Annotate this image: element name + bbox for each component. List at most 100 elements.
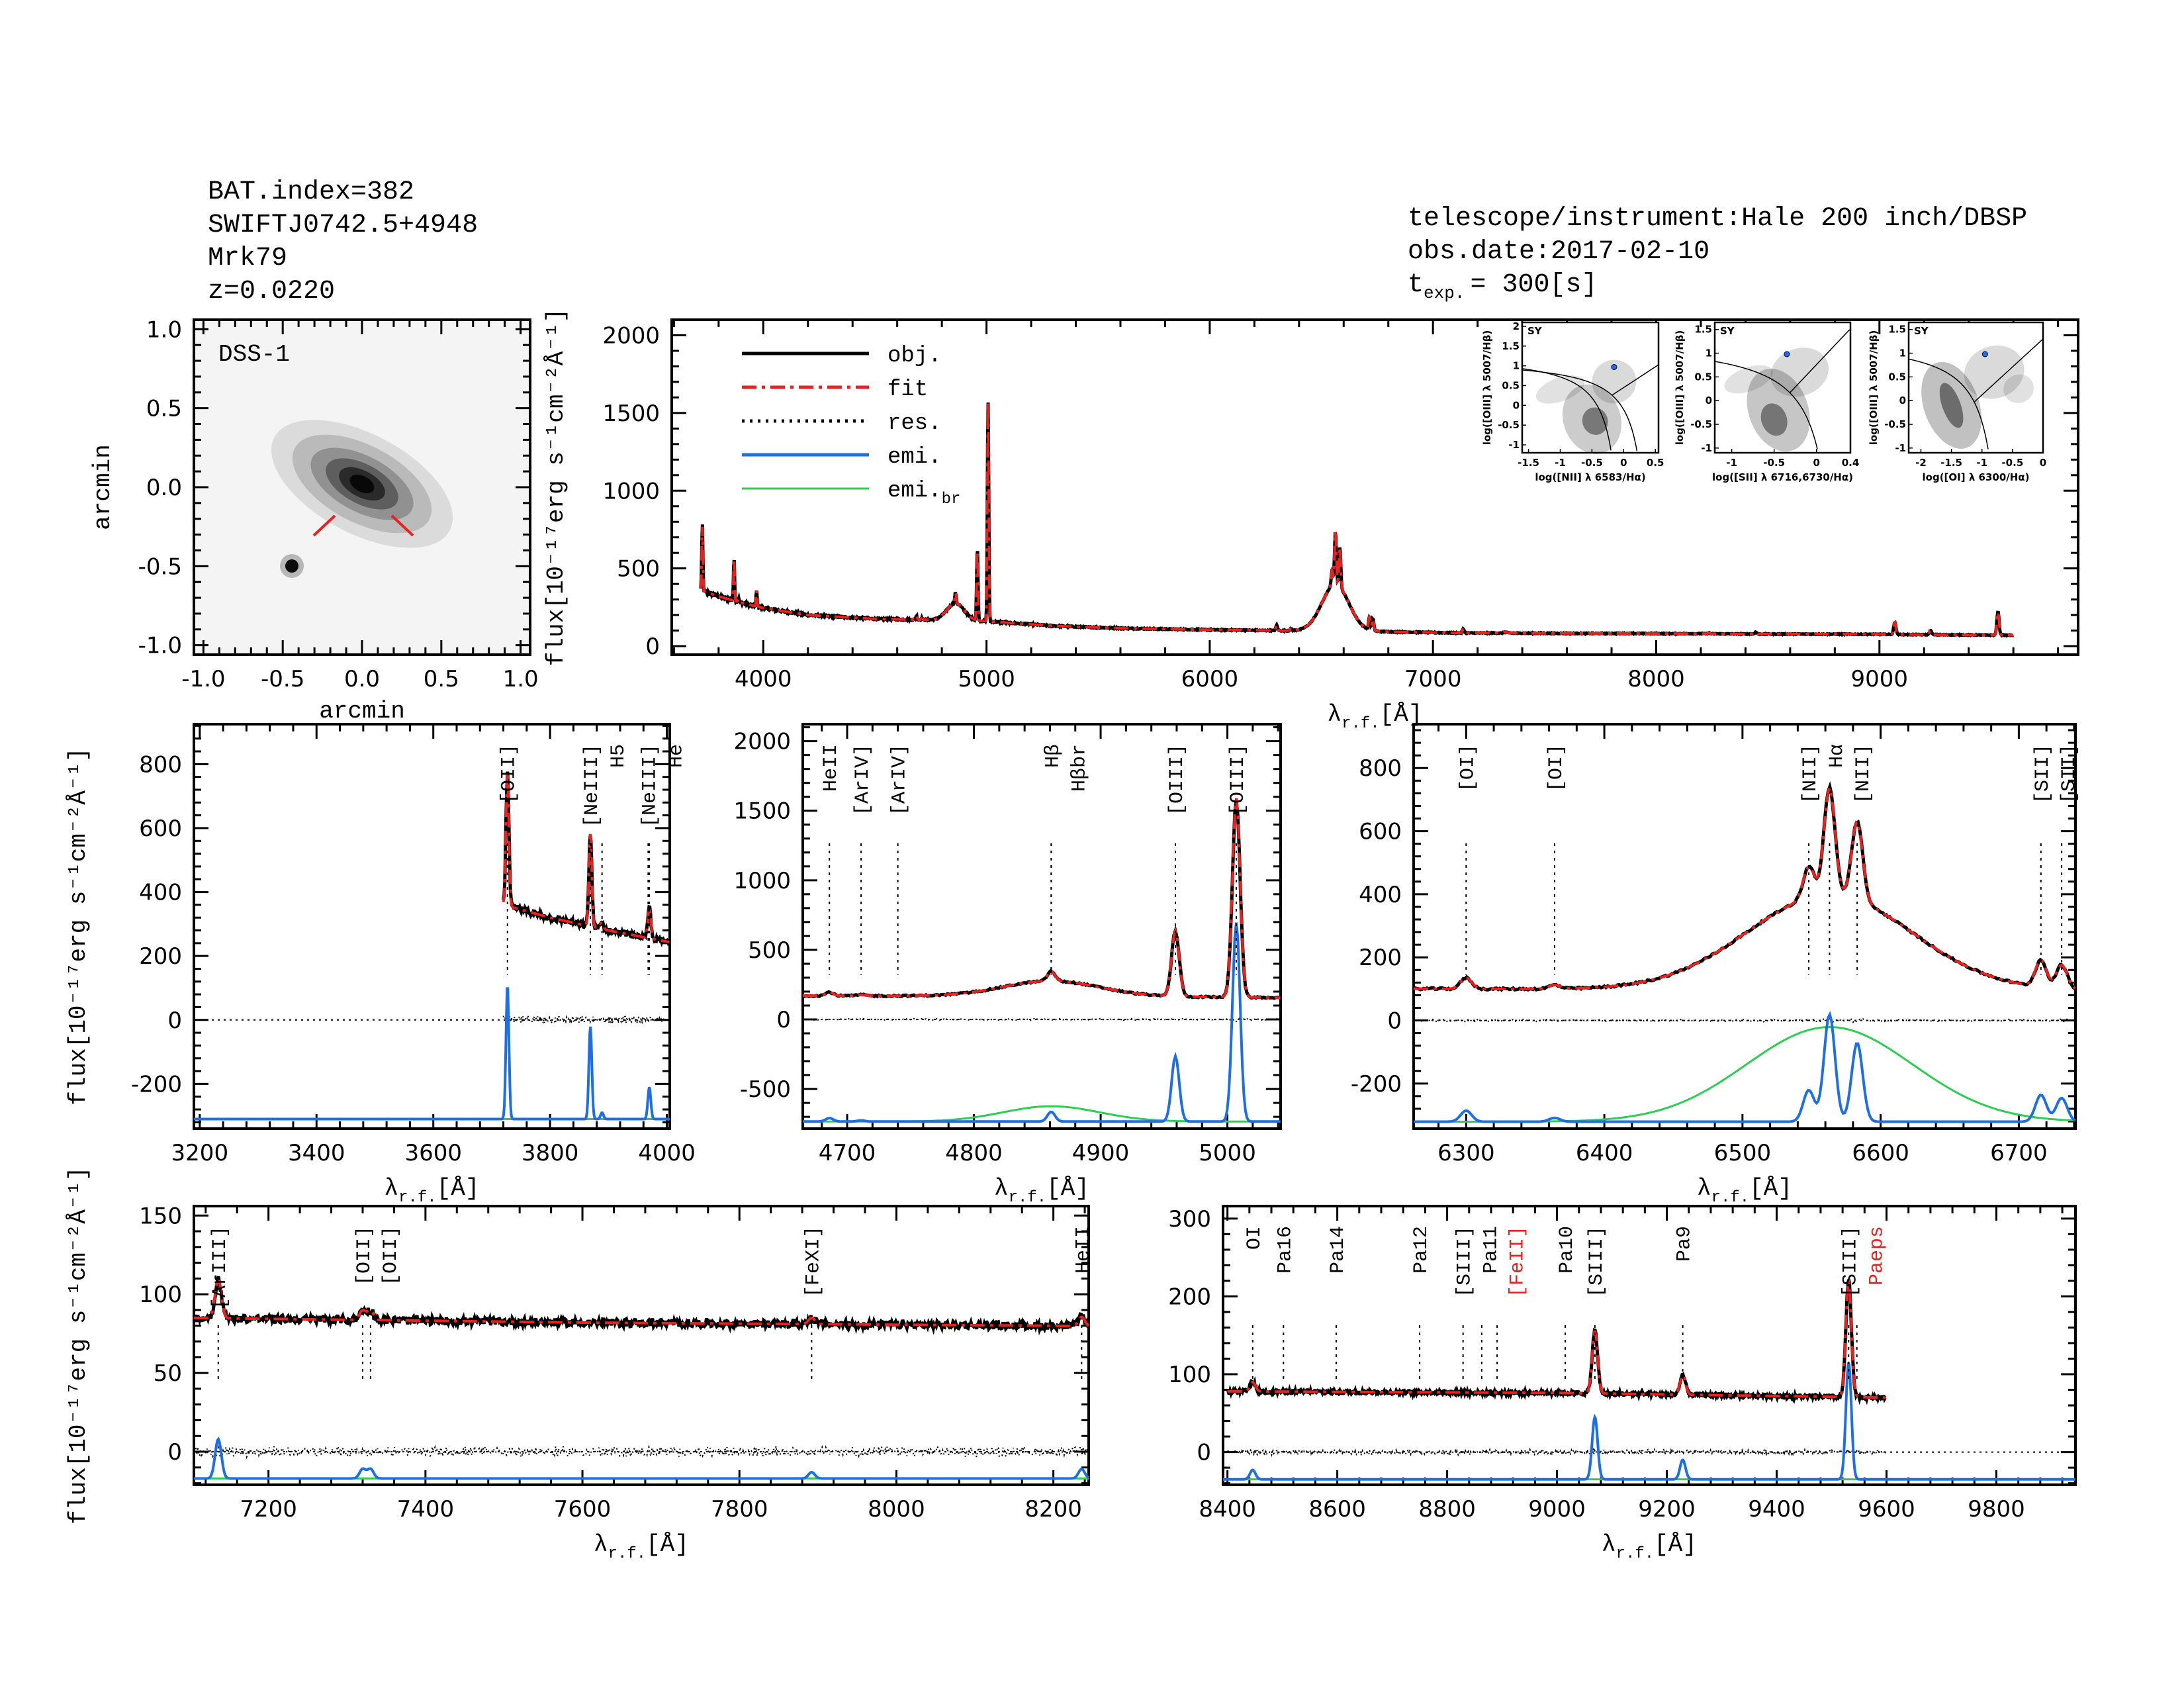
lambda-subscript: r.f.: [608, 1545, 647, 1563]
y-tick-label: 0: [776, 1007, 791, 1033]
observation-date: obs.date:2017-02-10: [1408, 237, 1709, 267]
y-tick-label: -500: [740, 1076, 791, 1103]
lambda-subscript: r.f.: [1711, 1189, 1750, 1207]
x-tick-label: 0.4: [1842, 457, 1860, 469]
bpt-y-label: log([OIII] λ 5007/Hβ): [1481, 330, 1493, 445]
x-tick-label: 6400: [1576, 1140, 1633, 1166]
x-tick-label: 6700: [1990, 1140, 2048, 1166]
line-label: [SII]: [2032, 744, 2054, 804]
y-tick-label: 400: [1359, 882, 1402, 908]
x-tick-label: 6000: [1181, 666, 1239, 692]
bpt-y-label: log([OIII] λ 5007/Hβ): [1674, 330, 1686, 445]
y-tick-label: 0: [167, 1008, 182, 1034]
lambda-unit: [Å]: [1749, 1175, 1792, 1202]
residual-series: [193, 1444, 1089, 1460]
y-tick-label: 800: [1359, 755, 1402, 782]
y-tick-label: 500: [617, 556, 660, 583]
line-label: HeII: [820, 744, 842, 792]
bpt-point: [1784, 351, 1790, 357]
y-tick-label: 1000: [733, 868, 791, 894]
y-tick-label: 0.5: [1694, 371, 1712, 383]
y-tick-label: -200: [1351, 1071, 1402, 1098]
lambda-unit: [Å]: [1654, 1531, 1697, 1558]
lambda-symbol: λ: [994, 1175, 1009, 1202]
x-tick-label: 9400: [1748, 1496, 1805, 1523]
y-tick-label: -200: [131, 1071, 182, 1098]
fit-series: [1414, 784, 2076, 990]
x-tick-label: 9600: [1858, 1496, 1915, 1523]
y-tick-label: 0: [1387, 1008, 1402, 1035]
bpt-x-label: log([NII] λ 6583/Hα): [1535, 471, 1645, 483]
density-contour: [1724, 365, 1773, 394]
line-label: [OII]: [353, 1226, 376, 1286]
y-axis-label: flux[10⁻¹⁷erg s⁻¹cm⁻²Å⁻¹]: [65, 1166, 92, 1524]
density-contour: [1939, 383, 1964, 428]
swift-name: SWIFTJ0742.5+4948: [208, 211, 478, 240]
y-tick-label: 1.5: [1502, 340, 1520, 352]
lambda-subscript: r.f.: [1616, 1545, 1655, 1563]
emission-series: [1223, 1362, 2075, 1481]
y-tick-label: 1: [1706, 348, 1712, 359]
y-tick-label: 200: [1168, 1284, 1211, 1310]
line-label: HeII: [1072, 1226, 1095, 1274]
fit-series: [502, 772, 670, 943]
x-axis-label: arcmin: [319, 698, 405, 725]
object-name: Mrk79: [208, 244, 287, 273]
x-tick-label: -0.5: [261, 666, 304, 692]
y-tick-label: -0.5: [138, 553, 182, 580]
y-tick-label: 500: [748, 937, 791, 964]
bpt-x-label: log([SII] λ 6716,6730/Hα): [1712, 471, 1853, 483]
y-tick-label: 0: [1197, 1440, 1211, 1466]
x-tick-label: -1: [1726, 457, 1737, 469]
bpt-point: [1981, 351, 1988, 357]
line-label: Pa16: [1274, 1226, 1297, 1274]
x-tick-label: 3600: [404, 1140, 462, 1166]
y-tick-label: 0.5: [146, 396, 182, 422]
bpt-class-label: SY: [1527, 325, 1543, 337]
x-tick-label: 8200: [1024, 1496, 1082, 1523]
x-tick-label: 0.5: [424, 666, 459, 692]
y-tick-label: 600: [1359, 819, 1402, 845]
x-tick-label: 4900: [1072, 1140, 1130, 1166]
x-tick-label: 3800: [522, 1140, 579, 1166]
x-tick-label: -1.5: [1940, 457, 1962, 469]
y-tick-label: -0.5: [1884, 418, 1906, 430]
star-image: [285, 559, 298, 573]
y-tick-label: 1.5: [1694, 324, 1712, 336]
panel-red-region: 7200 7400 7600 7800 8000 8200050100150λr.f.[Å…: [65, 1166, 1095, 1563]
demarcation-curve: [1612, 365, 1659, 396]
y-tick-label: 300: [1168, 1206, 1211, 1233]
emission-series: [803, 922, 1281, 1123]
bpt-diagram-2: SY -1 -0.5 0 0.4 -1 -0.5 0 0.5 1 1.5 log([SII] λ 67…: [1674, 321, 1860, 483]
y-tick-label: 1000: [602, 478, 660, 504]
slit-marker: [312, 514, 336, 537]
residual-series: [802, 1017, 1281, 1023]
lambda-symbol: λ: [384, 1175, 398, 1202]
x-tick-label: 5000: [1199, 1140, 1256, 1166]
legend-label-res: res.: [887, 411, 942, 436]
bpt-x-label: log([OI] λ 6300/Hα): [1923, 471, 2030, 483]
bpt-y-label: log([OIII] λ 5007/Hβ): [1868, 330, 1880, 445]
legend-text: obj.: [887, 344, 942, 369]
line-label: Pa9: [1674, 1226, 1696, 1262]
y-tick-label: 2000: [733, 729, 791, 755]
y-tick-label: -0.5: [1498, 419, 1520, 431]
x-tick-label: 0: [1620, 457, 1627, 469]
image-label: DSS-1: [218, 341, 290, 368]
line-label: OI: [1244, 1226, 1266, 1250]
x-tick-label: 8800: [1418, 1496, 1476, 1523]
x-tick-label: 8000: [1627, 666, 1685, 692]
bpt-point: [1611, 363, 1617, 370]
panel-halpha-region: 6300 6400 6500 6600 6700 -200 0 200 400 600 800 λr.…: [1351, 723, 2081, 1207]
line-label: [FeII]: [1507, 1226, 1529, 1297]
line-label: [NeIII]: [639, 744, 661, 827]
line-label: Pa12: [1410, 1226, 1433, 1274]
y-tick-label: 0: [1899, 395, 1906, 406]
x-tick-label: -0.5: [1763, 457, 1785, 469]
x-tick-label: 8600: [1308, 1496, 1366, 1523]
panel-oii-region: 3200 3400 3600 3800 4000 -200 0 200 400 600 800 λr.…: [65, 723, 696, 1207]
line-label: [ArIII]: [209, 1226, 232, 1309]
lambda-unit: [Å]: [437, 1175, 480, 1202]
